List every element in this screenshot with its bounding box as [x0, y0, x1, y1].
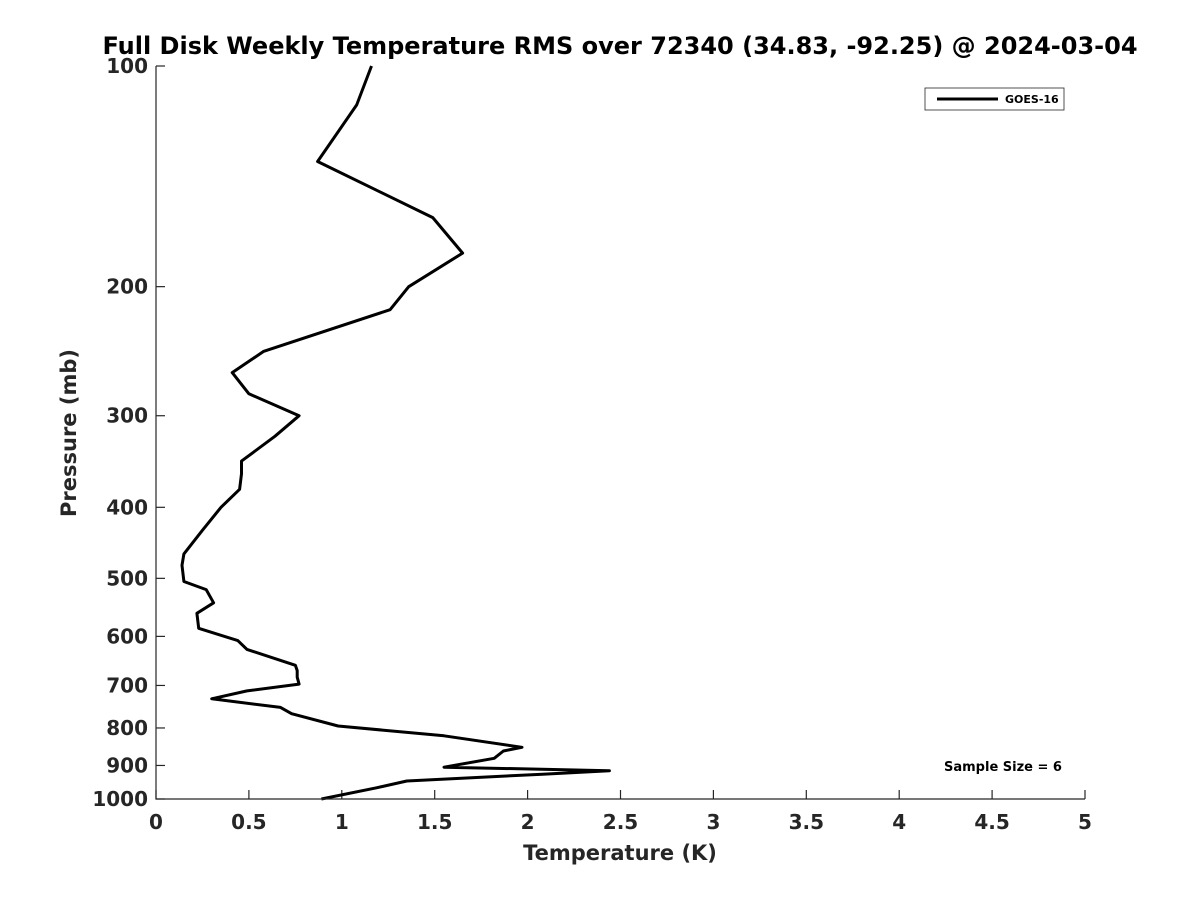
x-tick-label: 4.5 — [974, 810, 1009, 834]
y-tick-label: 300 — [106, 404, 148, 428]
x-axis: 0 0.5 1 1.5 2 2.5 3 3.5 4 4.5 5 — [149, 790, 1092, 834]
x-tick-label: 1.5 — [417, 810, 452, 834]
x-tick-label: 4 — [892, 810, 906, 834]
series-line-goes-16 — [180, 65, 611, 801]
x-tick-label: 2.5 — [603, 810, 638, 834]
x-tick-label: 5 — [1078, 810, 1092, 834]
y-tick-label: 1000 — [92, 787, 148, 811]
sample-size-annotation: Sample Size = 6 — [944, 760, 1062, 775]
y-tick-label: 800 — [106, 716, 148, 740]
x-tick-label: 3 — [706, 810, 720, 834]
x-tick-label: 2 — [521, 810, 535, 834]
legend: GOES-16 — [924, 87, 1065, 111]
y-tick-label: 500 — [106, 566, 148, 590]
axis-lines — [155, 66, 1085, 800]
plot-area — [156, 66, 1085, 799]
x-tick-label: 0.5 — [231, 810, 266, 834]
y-tick-label: 100 — [106, 54, 148, 78]
y-tick-label: 400 — [106, 495, 148, 519]
chart-title: Full Disk Weekly Temperature RMS over 72… — [102, 32, 1137, 60]
y-axis: 100 200 300 400 500 600 700 800 900 1000 — [92, 54, 165, 811]
y-tick-label: 700 — [106, 673, 148, 697]
x-tick-label: 3.5 — [789, 810, 824, 834]
y-tick-label: 200 — [106, 275, 148, 299]
x-tick-label: 0 — [149, 810, 163, 834]
y-axis-label: Pressure (mb) — [57, 349, 81, 517]
y-tick-label: 600 — [106, 624, 148, 648]
y-tick-label: 900 — [106, 753, 148, 777]
x-axis-label: Temperature (K) — [523, 841, 717, 865]
x-tick-label: 1 — [335, 810, 349, 834]
series-layer — [180, 65, 611, 801]
legend-label-goes-16: GOES-16 — [1005, 93, 1059, 106]
